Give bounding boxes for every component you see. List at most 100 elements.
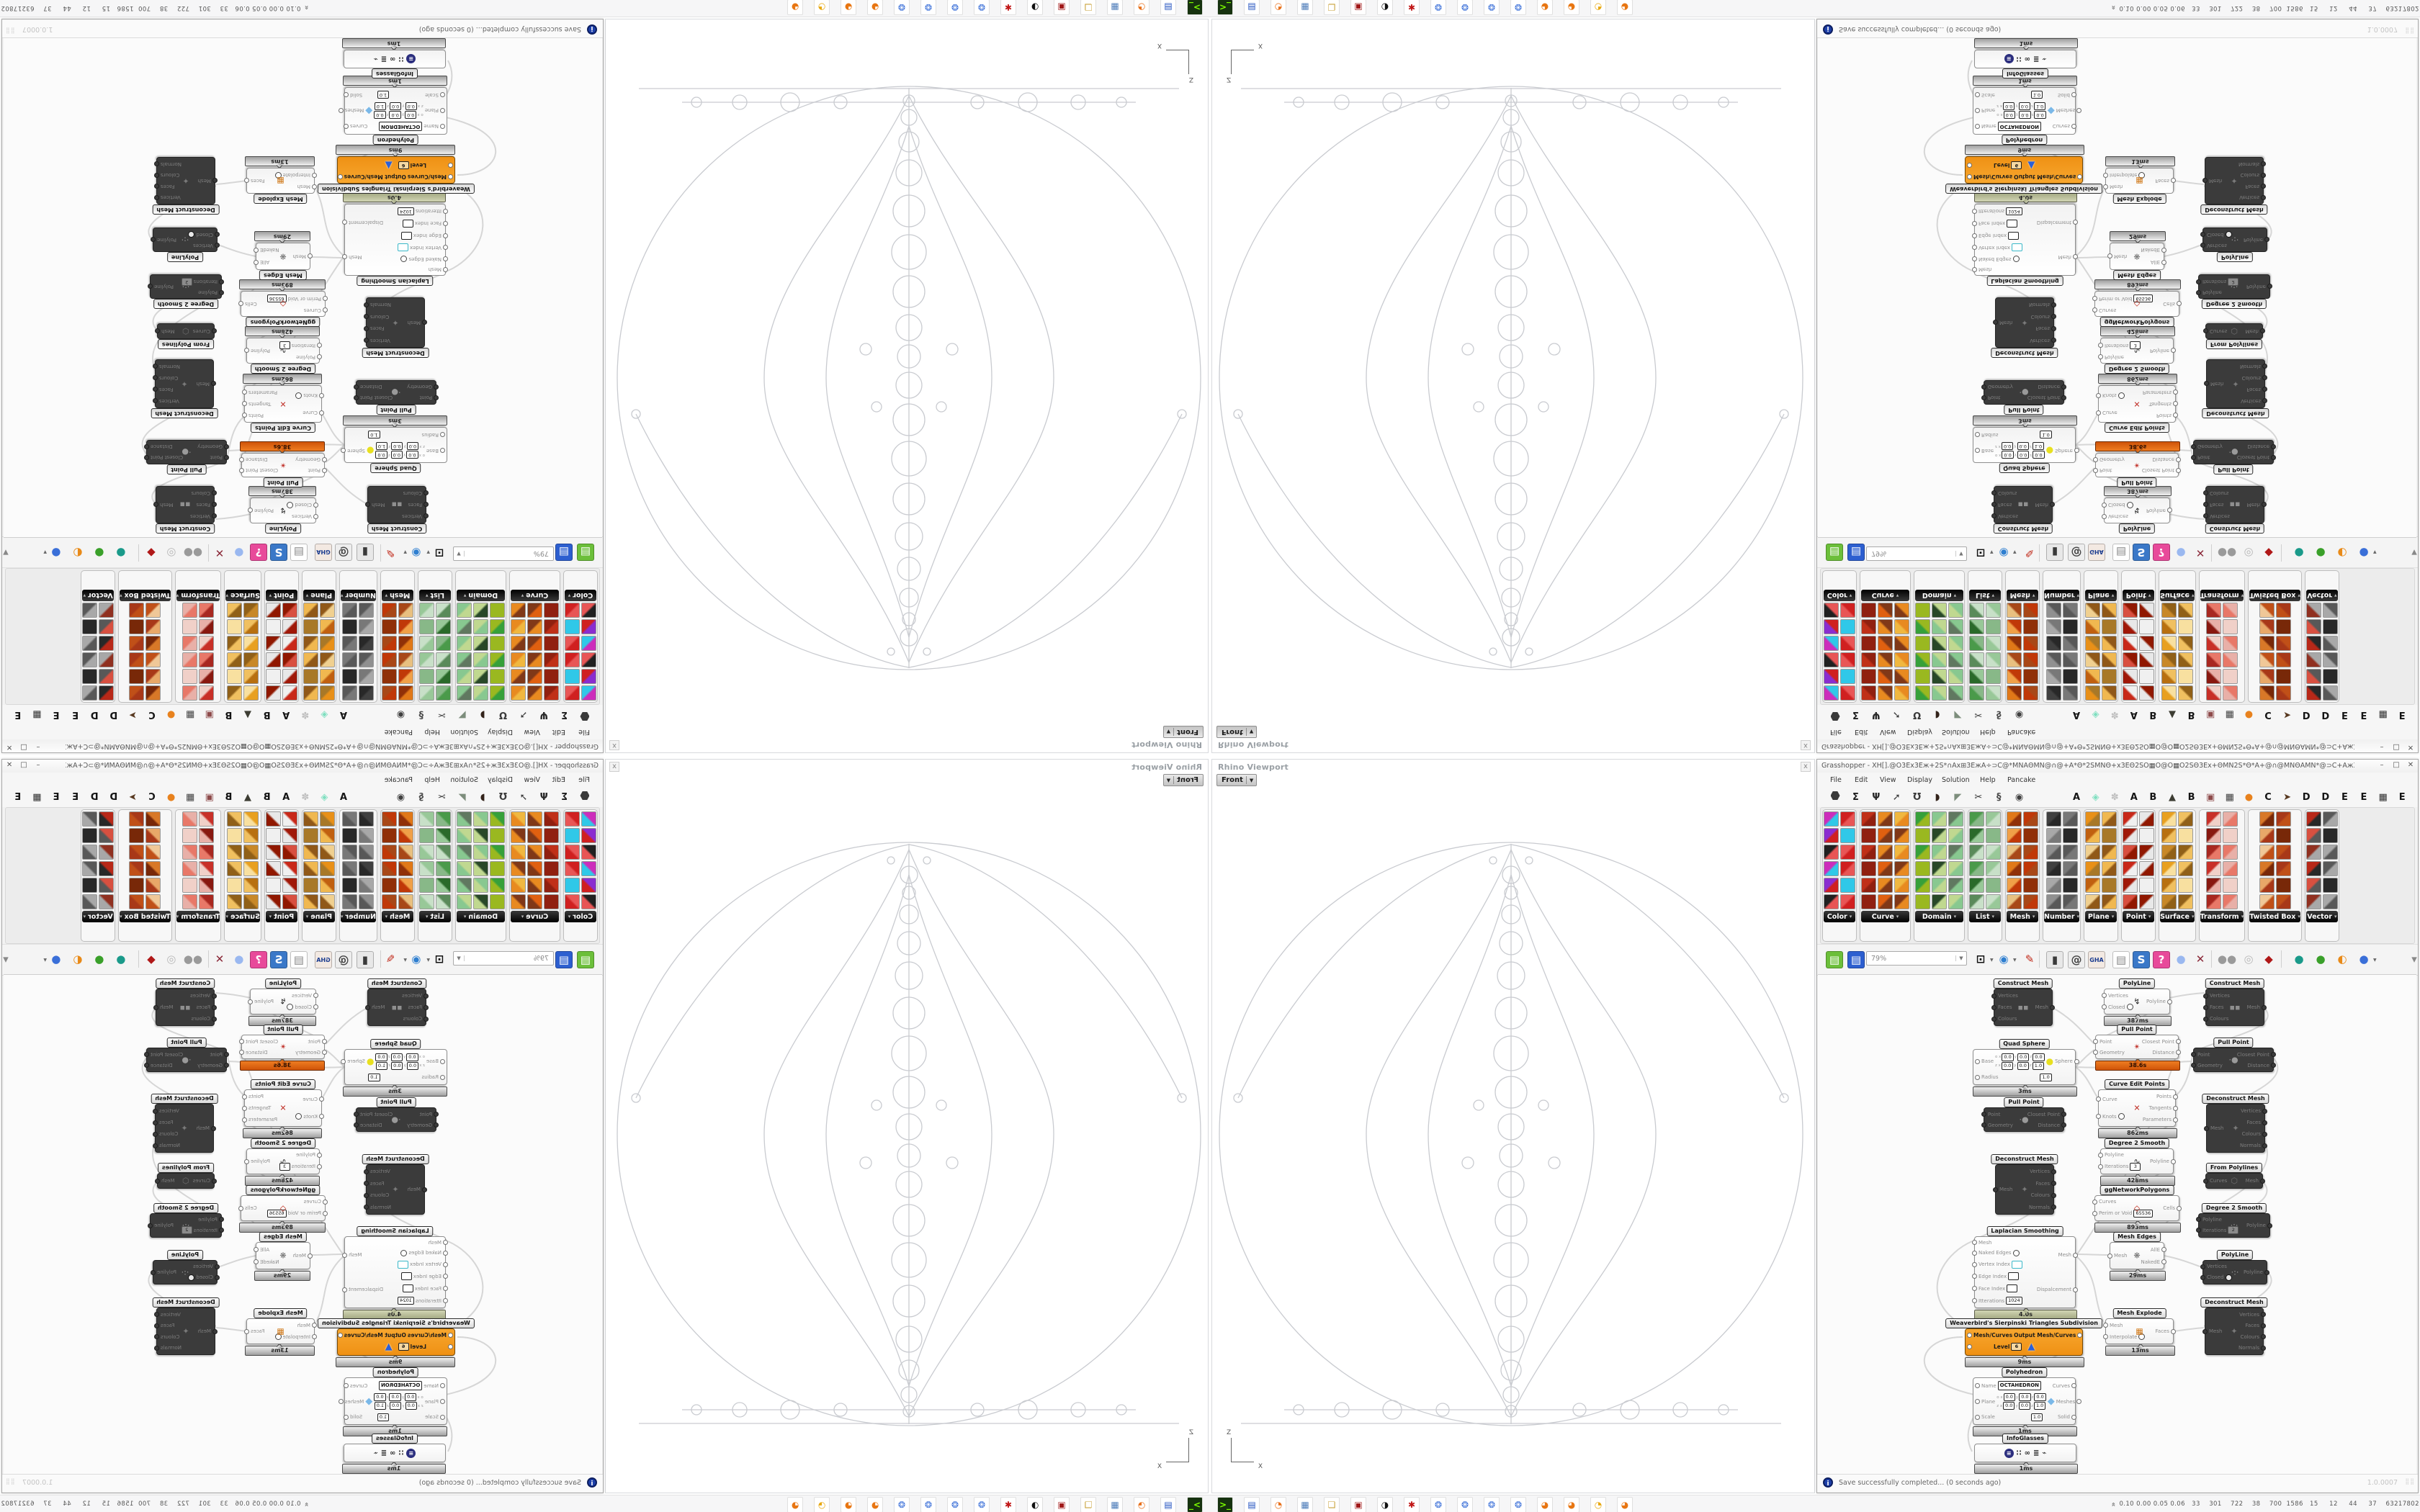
component-icon[interactable] xyxy=(265,652,281,667)
component-icon[interactable] xyxy=(1894,878,1909,893)
palette-category-label[interactable]: Vector ▾ xyxy=(2305,911,2338,922)
radius-field[interactable]: 1.0 xyxy=(368,1073,380,1081)
port-normals[interactable]: Normals xyxy=(153,364,180,369)
gh-category-tab[interactable]: § xyxy=(418,709,424,720)
component-icon[interactable] xyxy=(398,894,413,909)
port-face-index[interactable]: Face Index xyxy=(402,1284,448,1293)
component-icon[interactable] xyxy=(2085,845,2101,860)
spheres-icon[interactable]: ●● xyxy=(2218,951,2236,967)
menu-item-view[interactable]: View xyxy=(1880,776,1896,784)
port-geometry[interactable]: Geometry xyxy=(295,1050,327,1056)
plane-value-field[interactable]: 0.0 xyxy=(391,442,403,451)
port-plane[interactable]: Plane o x 0.0 y 0.0 z 0.0 z x 0.0 y 0.0 z 1.0 ◆ Meshes xyxy=(1975,1393,2082,1410)
port-mesh[interactable]: Mesh xyxy=(155,328,174,334)
component-icon[interactable] xyxy=(436,636,451,651)
floppy-64-icon[interactable]: ▤ xyxy=(1244,0,1260,15)
port-distance[interactable]: Distance xyxy=(239,457,268,463)
port-vertices[interactable]: Vertices xyxy=(153,1108,179,1114)
component-icon[interactable] xyxy=(2205,861,2221,876)
plane-value-field[interactable]: 1.0 xyxy=(375,1061,388,1070)
component-icon[interactable] xyxy=(565,861,580,876)
gha-badge-icon[interactable]: GHA xyxy=(2088,951,2105,968)
gh-category-tab[interactable]: ● xyxy=(166,792,176,803)
blob-green-icon[interactable]: ● xyxy=(2313,951,2329,967)
plane-value-field[interactable]: 0.0 xyxy=(406,1053,418,1061)
component-icon[interactable] xyxy=(2305,878,2321,893)
menu-item-help[interactable]: Help xyxy=(424,776,440,784)
close-icon[interactable]: x xyxy=(609,740,619,750)
plane-value-field[interactable]: 0.0 xyxy=(2033,1053,2045,1061)
gh-category-tab[interactable]: B xyxy=(2149,792,2157,803)
component-icon[interactable] xyxy=(1840,811,1855,827)
component-icon[interactable] xyxy=(82,811,98,827)
plane-value-field[interactable]: 1.0 xyxy=(2032,442,2045,451)
component-icon[interactable] xyxy=(2085,619,2101,634)
component-degree-2-smooth-2[interactable]: Polyline Iterations 2 Polyline ·:· xyxy=(2196,1213,2272,1238)
blob-blue-icon[interactable]: ● xyxy=(48,545,64,561)
component-icon[interactable] xyxy=(243,878,259,893)
gh-category-tab[interactable]: ▲ xyxy=(2169,709,2176,720)
component-icon[interactable] xyxy=(565,811,580,827)
component-icon[interactable] xyxy=(2062,669,2078,684)
port-polyline[interactable]: Polyline xyxy=(2244,237,2269,243)
gh-category-tab[interactable]: § xyxy=(1996,709,2002,720)
port-base[interactable]: Base o x 0.0 y 0.0 z 0.0 z x 0.0 y 0.0 z 1.0 ● Sphere xyxy=(1975,442,2079,459)
component-icon[interactable] xyxy=(1932,894,1947,909)
menu-circle-icon[interactable]: ≡ xyxy=(406,54,416,64)
component-pull-point-3[interactable]: Point Geometry Closest Point Distance ·● xyxy=(1981,380,2066,405)
port-closed[interactable]: Closed xyxy=(2102,1004,2133,1011)
component-laplacian-smoothing[interactable]: Mesh Naked Edges Vertex Index Edge Index F… xyxy=(342,1236,448,1308)
port-distance[interactable]: Distance xyxy=(354,384,382,390)
component-icon[interactable] xyxy=(2045,619,2061,634)
port-geometry[interactable]: Geometry xyxy=(407,384,439,390)
port-mesh-curves[interactable]: Mesh/Curves Output Mesh/Curves xyxy=(1967,1332,2083,1338)
plug-icon[interactable]: ⌁ xyxy=(2042,55,2047,63)
port-curves[interactable]: Curves xyxy=(2203,1178,2227,1184)
plane-value-field[interactable]: 0.0 xyxy=(2017,1053,2030,1061)
value-box[interactable] xyxy=(402,1284,413,1293)
component-icon[interactable] xyxy=(2222,878,2238,893)
gh-category-tab[interactable]: C xyxy=(2264,709,2272,720)
menu-item-help[interactable]: Help xyxy=(1980,728,1996,736)
component-icon[interactable] xyxy=(1878,845,1893,860)
port-curves[interactable]: Curves xyxy=(2092,1199,2116,1205)
port-knots[interactable]: Knots xyxy=(295,392,324,399)
port-distance[interactable]: Distance xyxy=(2038,384,2066,390)
plane-value-field[interactable]: 0.0 xyxy=(2019,110,2031,119)
component-icon[interactable] xyxy=(1915,652,1930,667)
component-icon[interactable] xyxy=(1948,878,1963,893)
component-icon[interactable] xyxy=(2275,685,2291,701)
radius-field[interactable]: 1.0 xyxy=(2040,1073,2052,1081)
port-point[interactable]: Point xyxy=(2191,1052,2210,1058)
component-from-polylines[interactable]: Curves Mesh ⬡ xyxy=(2203,323,2265,339)
component-icon[interactable] xyxy=(282,828,297,843)
at-icon[interactable]: @ xyxy=(2068,544,2085,561)
component-icon[interactable] xyxy=(243,685,259,701)
component-icon[interactable] xyxy=(182,828,198,843)
gh-category-tab[interactable]: D xyxy=(2321,792,2330,803)
component-icon[interactable] xyxy=(319,861,335,876)
component-icon[interactable] xyxy=(2322,845,2338,860)
component-icon[interactable] xyxy=(2085,652,2101,667)
level-field[interactable]: 6 xyxy=(398,1343,409,1351)
component-icon[interactable] xyxy=(511,652,526,667)
component-icon[interactable] xyxy=(490,861,505,876)
component-icon[interactable] xyxy=(581,845,596,860)
gem-icon[interactable]: ◆ xyxy=(143,951,159,967)
component-icon[interactable] xyxy=(2045,811,2061,827)
gh-category-tab[interactable]: ◤ xyxy=(458,709,466,720)
zoom-extents-icon[interactable]: ⊡ xyxy=(1973,951,1989,967)
component-icon[interactable] xyxy=(2259,636,2275,651)
component-icon[interactable] xyxy=(2205,828,2221,843)
port-point[interactable]: Point xyxy=(308,1039,327,1045)
port-naked-edges[interactable]: Naked Edges xyxy=(400,1249,448,1256)
port-dispalcement[interactable]: Dispalcement xyxy=(342,1287,383,1292)
port-edge-index[interactable]: Edge Index xyxy=(400,1272,448,1281)
at-icon[interactable]: @ xyxy=(2068,951,2085,968)
port-geometry[interactable]: Geometry xyxy=(2093,457,2125,463)
component-icon[interactable] xyxy=(2222,669,2238,684)
zoom-level-combo[interactable]: 79% ▼ xyxy=(453,546,554,561)
component-icon[interactable] xyxy=(319,828,335,843)
port-faces[interactable]: Faces xyxy=(2203,502,2223,508)
component-icon[interactable] xyxy=(2259,619,2275,634)
